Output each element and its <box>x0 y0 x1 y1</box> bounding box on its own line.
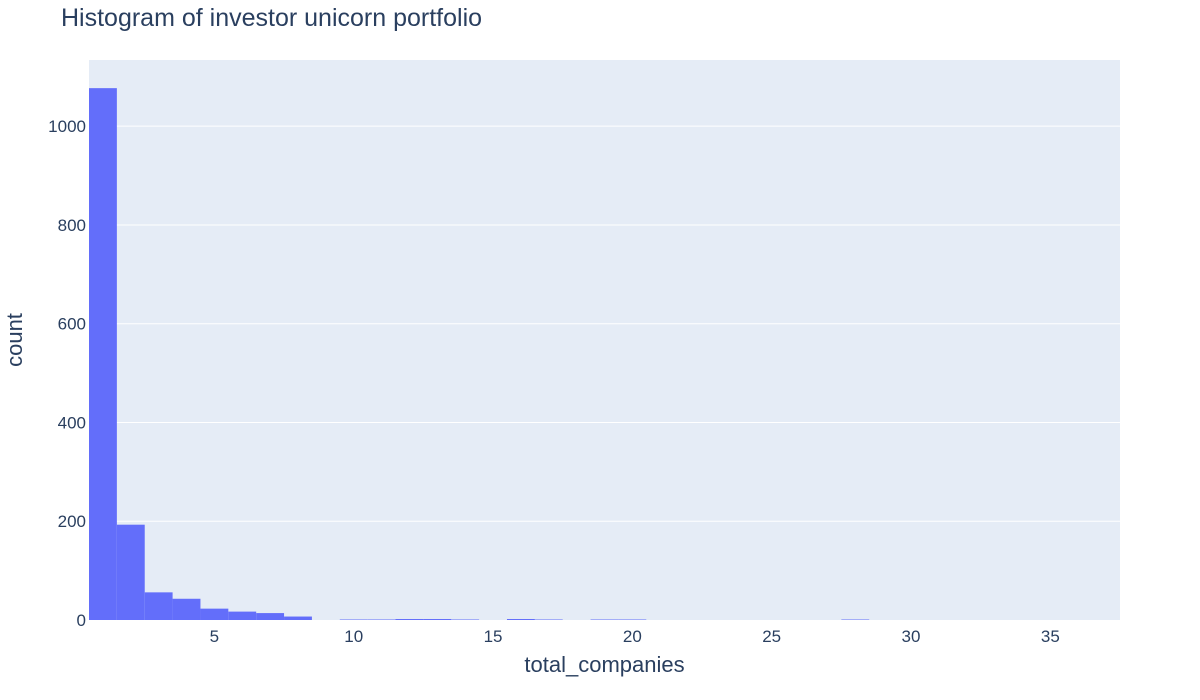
y-tick-label: 600 <box>58 315 86 334</box>
y-tick-label: 800 <box>58 216 86 235</box>
gridlines <box>89 125 1120 522</box>
histogram-bar <box>284 616 312 620</box>
plot-background <box>89 60 1120 620</box>
histogram-bar <box>144 592 173 620</box>
x-tick-labels: 5 10 15 20 25 30 35 <box>210 627 1060 646</box>
bars <box>89 88 870 621</box>
histogram-bar <box>116 524 145 620</box>
histogram-bar <box>506 619 535 620</box>
x-tick-label: 15 <box>484 627 503 646</box>
histogram-bar <box>172 598 201 620</box>
x-tick-label: 35 <box>1041 627 1060 646</box>
y-tick-label: 0 <box>77 611 86 630</box>
x-tick-label: 30 <box>902 627 921 646</box>
histogram-bar <box>256 613 285 620</box>
histogram-bar <box>228 611 257 620</box>
histogram-bar <box>89 88 117 621</box>
x-tick-label: 10 <box>344 627 363 646</box>
x-tick-label: 20 <box>623 627 642 646</box>
y-tick-label: 1000 <box>48 117 86 136</box>
x-axis-title: total_companies <box>524 652 684 677</box>
histogram-bar <box>395 619 424 620</box>
histogram-bar <box>200 608 229 620</box>
x-tick-label: 5 <box>210 627 219 646</box>
y-axis-title: count <box>2 313 27 367</box>
chart-title: Histogram of investor unicorn portfolio <box>61 4 483 32</box>
x-tick-label: 25 <box>762 627 781 646</box>
y-tick-labels: 0 200 400 600 800 1000 <box>48 117 86 630</box>
histogram-bar <box>423 619 452 620</box>
y-tick-label: 200 <box>58 512 86 531</box>
y-tick-label: 400 <box>58 413 86 432</box>
